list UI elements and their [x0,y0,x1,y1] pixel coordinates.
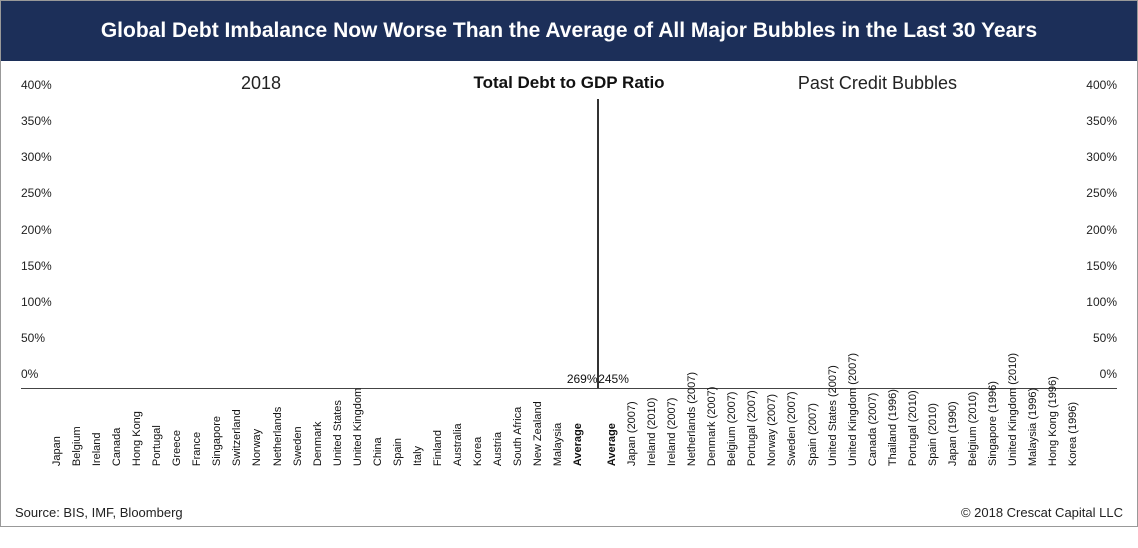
x-label: Greece [171,353,191,470]
x-label: Austria [492,353,512,470]
y-tick: 100% [1086,295,1117,309]
x-label: Spain (2007) [807,353,827,470]
x-label: Ireland (2007) [666,353,686,470]
sub-center: Total Debt to GDP Ratio [473,73,664,93]
right-panel: 245% [605,99,1067,388]
x-label: Netherlands (2007) [686,353,706,470]
source-text: Source: BIS, IMF, Bloomberg [15,505,183,520]
x-label: New Zealand [532,353,552,470]
copyright-text: © 2018 Crescat Capital LLC [961,505,1123,520]
x-label: United States [332,353,352,470]
x-label: Belgium (2007) [726,353,746,470]
chart-title: Global Debt Imbalance Now Worse Than the… [1,1,1137,61]
left-panel: 269% [71,99,591,388]
x-labels-right: AverageJapan (2007)Ireland (2010)Ireland… [606,353,1087,470]
x-label: Netherlands [272,353,292,470]
x-label: United Kingdom [352,353,372,470]
y-tick: 0% [1100,367,1117,381]
x-label: Canada (2007) [867,353,887,470]
x-label: Korea [472,353,492,470]
x-label: Ireland [91,353,111,470]
x-label: United Kingdom (2010) [1007,353,1027,470]
x-label: Average [606,353,626,470]
chart-area: 2018 Total Debt to GDP Ratio Past Credit… [1,61,1137,501]
x-label: Sweden [292,353,312,470]
x-labels-divider [592,353,606,470]
x-label: Singapore [211,353,231,470]
y-tick: 350% [1086,114,1117,128]
y-tick: 50% [21,331,45,345]
y-tick: 300% [21,150,52,164]
y-tick: 350% [21,114,52,128]
plot: 0%50%100%150%200%250%300%350%400% 0%50%1… [21,99,1117,389]
x-label: Ireland (2010) [646,353,666,470]
y-tick: 150% [1086,259,1117,273]
x-label: Thailand (1996) [887,353,907,470]
x-label: United Kingdom (2007) [847,353,867,470]
x-label: Malaysia (1996) [1027,353,1047,470]
x-label: United States (2007) [827,353,847,470]
x-label: Average [572,353,592,470]
x-label: Canada [111,353,131,470]
footer: Source: BIS, IMF, Bloomberg © 2018 Cresc… [1,501,1137,526]
x-label: Norway [251,353,271,470]
x-label: Spain [392,353,412,470]
chart-frame: Global Debt Imbalance Now Worse Than the… [0,0,1138,527]
x-label: Korea (1996) [1067,353,1087,470]
y-tick: 400% [1086,78,1117,92]
panel-divider [597,99,599,388]
sub-left: 2018 [241,73,281,94]
x-label: Singapore (1996) [987,353,1007,470]
x-label: Portugal (2010) [907,353,927,470]
x-label: Belgium (2010) [967,353,987,470]
y-tick: 250% [1086,186,1117,200]
y-axis-left: 0%50%100%150%200%250%300%350%400% [21,99,67,388]
x-label: Hong Kong (1996) [1047,353,1067,470]
y-axis-right: 0%50%100%150%200%250%300%350%400% [1071,99,1117,388]
x-label: Spain (2010) [927,353,947,470]
x-label: Japan (1990) [947,353,967,470]
x-label: Japan [51,353,71,470]
x-label: Malaysia [552,353,572,470]
x-label: Hong Kong [131,353,151,470]
x-label: Finland [432,353,452,470]
y-tick: 50% [1093,331,1117,345]
x-label: Australia [452,353,472,470]
y-tick: 250% [21,186,52,200]
y-tick: 100% [21,295,52,309]
x-label: Sweden (2007) [786,353,806,470]
y-tick: 150% [21,259,52,273]
x-label: Japan (2007) [626,353,646,470]
subheaders: 2018 Total Debt to GDP Ratio Past Credit… [21,71,1117,99]
bars-wrap: 269% 245% [71,99,1067,388]
x-label: Belgium [71,353,91,470]
x-labels: JapanBelgiumIrelandCanadaHong KongPortug… [51,353,1087,470]
x-label: France [191,353,211,470]
y-tick: 0% [21,367,38,381]
x-label: Portugal (2007) [746,353,766,470]
x-label: South Africa [512,353,532,470]
x-label: Switzerland [231,353,251,470]
y-tick: 200% [21,223,52,237]
x-label: Denmark (2007) [706,353,726,470]
x-label: Portugal [151,353,171,470]
x-labels-left: JapanBelgiumIrelandCanadaHong KongPortug… [51,353,592,470]
y-tick: 400% [21,78,52,92]
y-tick: 200% [1086,223,1117,237]
y-tick: 300% [1086,150,1117,164]
sub-right: Past Credit Bubbles [798,73,957,94]
x-label: Italy [412,353,432,470]
x-label: Norway (2007) [766,353,786,470]
x-label: Denmark [312,353,332,470]
x-label: China [372,353,392,470]
